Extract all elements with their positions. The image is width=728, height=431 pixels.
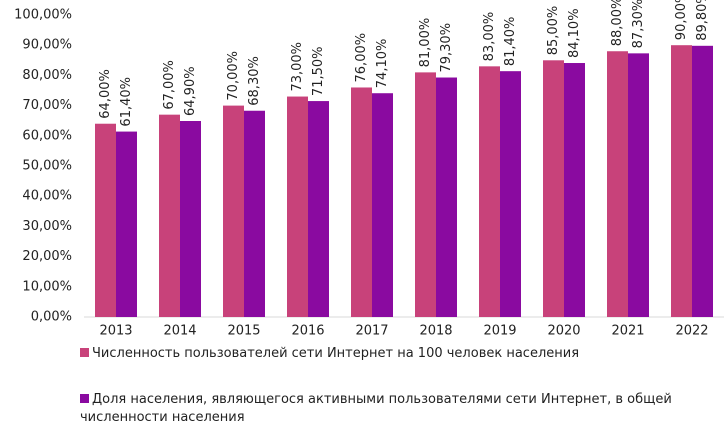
data-label: 85,00% (546, 6, 561, 56)
data-label: 81,00% (418, 18, 433, 68)
x-tick-label: 2017 (355, 324, 388, 339)
data-label: 73,00% (290, 42, 305, 92)
data-label: 76,00% (354, 33, 369, 83)
data-label: 89,80% (695, 0, 710, 41)
bar (95, 123, 116, 317)
bar (287, 96, 308, 317)
data-label: 87,30% (631, 0, 646, 48)
y-tick-label: 50,00% (22, 159, 72, 174)
legend-label: Численность пользователей сети Интернет … (92, 346, 580, 361)
bar (372, 93, 393, 317)
bar (564, 63, 585, 317)
bar (628, 53, 649, 317)
bar (415, 72, 436, 317)
legend-swatch (80, 348, 89, 357)
data-label: 88,00% (610, 0, 625, 46)
y-tick-label: 100,00% (14, 8, 72, 23)
bar (671, 45, 692, 317)
data-label: 70,00% (226, 51, 241, 101)
bar (351, 87, 372, 317)
bar (607, 51, 628, 318)
data-label: 81,40% (503, 17, 518, 67)
bar (223, 105, 244, 317)
data-label: 83,00% (482, 12, 497, 62)
x-tick-label: 2019 (483, 324, 516, 339)
y-tick-label: 70,00% (22, 98, 72, 113)
y-tick-label: 80,00% (22, 68, 72, 83)
data-label: 68,30% (247, 56, 262, 106)
data-label: 79,30% (439, 23, 454, 73)
data-label: 84,10% (567, 8, 582, 58)
y-tick-label: 10,00% (22, 279, 72, 294)
y-tick-label: 40,00% (22, 189, 72, 204)
x-tick-label: 2013 (99, 324, 132, 339)
x-tick-label: 2020 (547, 324, 580, 339)
y-tick-label: 20,00% (22, 249, 72, 264)
bar (479, 66, 500, 317)
data-label: 61,40% (119, 77, 134, 127)
y-tick-label: 90,00% (22, 38, 72, 53)
legend-label: Доля населения, являющегося активными по… (80, 392, 672, 425)
legend-swatch (80, 394, 89, 403)
y-tick-label: 30,00% (22, 219, 72, 234)
bar (543, 60, 564, 318)
bar (116, 131, 137, 317)
x-tick-label: 2022 (675, 324, 708, 339)
bar (436, 77, 457, 317)
y-tick-label: 60,00% (22, 128, 72, 143)
bar (308, 101, 329, 317)
chart: 0,00% 10,00% 20,00% 30,00% 40,00% 50,00% 60,00… (14, 0, 724, 339)
bar (180, 121, 201, 317)
legend-entry: Доля населения, являющегося активными по… (80, 391, 700, 427)
x-tick-label: 2015 (227, 324, 260, 339)
data-label: 64,90% (183, 66, 198, 116)
bar (692, 45, 713, 317)
bar (159, 114, 180, 317)
bar (500, 71, 521, 317)
bar (244, 110, 265, 317)
y-tick-label: 0,00% (31, 310, 72, 325)
data-label: 64,00% (98, 69, 113, 119)
x-tick-label: 2021 (611, 324, 644, 339)
x-tick-label: 2018 (419, 324, 452, 339)
data-label: 74,10% (375, 39, 390, 89)
data-label: 90,00% (674, 0, 689, 40)
legend-entry: Численность пользователей сети Интернет … (80, 345, 700, 363)
data-label: 71,50% (311, 46, 326, 96)
x-tick-label: 2014 (163, 324, 196, 339)
x-tick-label: 2016 (291, 324, 324, 339)
data-label: 67,00% (162, 60, 177, 110)
